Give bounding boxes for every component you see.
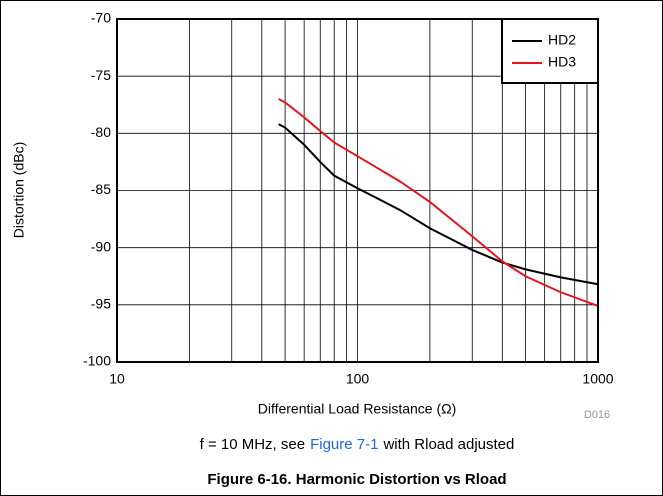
y-tick-label: -95 [91, 296, 111, 312]
caption: f = 10 MHz, see Figure 7-1 with Rload adju… [200, 436, 515, 453]
y-tick-label: -70 [91, 10, 111, 26]
x-tick-label: 1000 [582, 371, 613, 387]
series-line [278, 123, 599, 286]
y-tick-label: -90 [91, 238, 111, 254]
y-tick-label: -80 [91, 124, 111, 140]
legend-box [501, 18, 599, 84]
chart-title: Figure 6-16. Harmonic Distortion vs Rloa… [207, 471, 506, 488]
y-axis-label: Distortion (dBc) [11, 142, 27, 238]
caption-link[interactable]: Figure 7-1 [310, 436, 378, 453]
caption-text: f = 10 MHz, see [200, 436, 305, 453]
y-tick-label: -85 [91, 181, 111, 197]
figure-code: D016 [584, 409, 610, 421]
plot-frame [116, 18, 599, 363]
caption-text: with Rload adjusted [382, 436, 514, 453]
y-tick-label: -75 [91, 67, 111, 83]
legend-label: HD2 [548, 32, 576, 48]
series-line [278, 98, 599, 307]
x-tick-label: 10 [109, 371, 125, 387]
legend-label: HD3 [548, 54, 576, 70]
x-axis-label: Differential Load Resistance (Ω) [258, 401, 457, 417]
x-tick-label: 100 [346, 371, 370, 387]
y-tick-label: -100 [83, 353, 111, 369]
